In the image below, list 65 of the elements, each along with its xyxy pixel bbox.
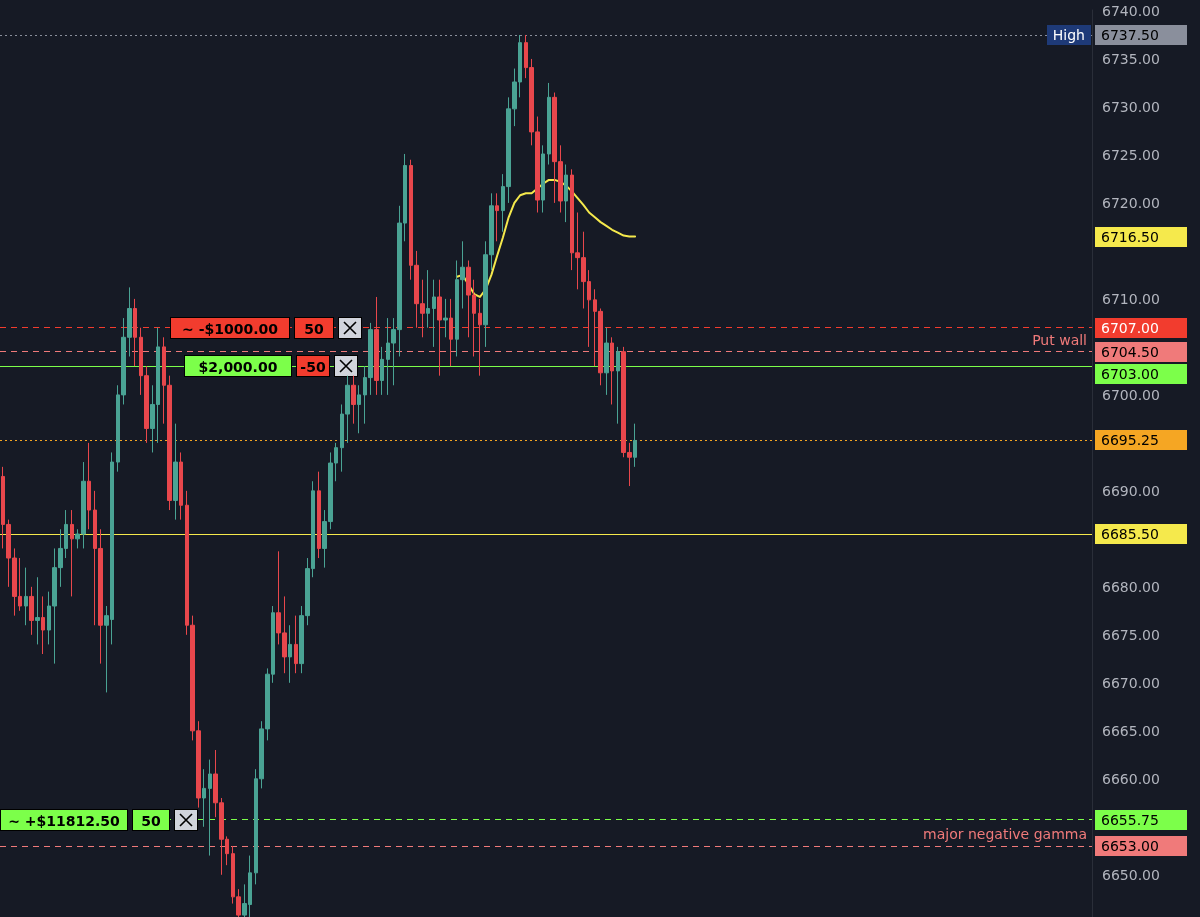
annotation: ~ -$1000.00: [170, 316, 290, 339]
y-tick-label: 6730.00: [1102, 98, 1160, 115]
ref-line-label: 6685.50: [1095, 524, 1187, 545]
ref-line-label: 6655.75: [1095, 809, 1187, 830]
candlestick: [449, 298, 453, 367]
annotation: Put wall: [1032, 330, 1087, 350]
candlestick: [317, 471, 321, 559]
candlestick: [179, 451, 183, 521]
annotation: ~ +$11812.50: [0, 808, 128, 831]
y-tick-label: 6680.00: [1102, 578, 1160, 595]
ref-line-label: 6737.50: [1095, 24, 1187, 45]
candlestick: [547, 82, 551, 166]
candlestick: [70, 509, 74, 597]
y-tick-label: 6725.00: [1102, 146, 1160, 163]
annotation: 50: [132, 808, 170, 831]
ref-line-label: 6695.25: [1095, 430, 1187, 451]
y-tick-label: 6710.00: [1102, 290, 1160, 307]
candlestick: [208, 759, 212, 857]
candlestick: [294, 615, 298, 674]
candlestick: [351, 375, 356, 425]
annotation: major negative gamma: [923, 824, 1087, 844]
candlestick: [87, 442, 91, 530]
candlestick: [443, 298, 448, 338]
candlestick: [133, 298, 137, 367]
line-series: [455, 178, 637, 298]
y-tick-label: 6675.00: [1102, 626, 1160, 643]
y-tick-label: 6740.00: [1102, 2, 1160, 19]
candlestick: [604, 327, 609, 396]
candlestick: [357, 384, 361, 434]
candlestick: [380, 346, 384, 396]
candlestick: [616, 346, 620, 425]
candlestick: [41, 595, 45, 655]
ref-line-label: 6707.00: [1095, 317, 1187, 338]
candlestick: [202, 768, 206, 828]
candlestick: [24, 567, 28, 626]
annotation: 50: [294, 316, 334, 339]
candlestick: [173, 423, 178, 521]
candlestick: [288, 624, 292, 684]
candlestick: [633, 423, 637, 468]
candlestick: [426, 269, 430, 329]
annotation: -50: [296, 355, 330, 378]
ref-line-label: 6653.00: [1095, 835, 1187, 856]
annotation: $2,000.00: [184, 355, 292, 378]
y-tick-label: 6700.00: [1102, 386, 1160, 403]
candlestick: [478, 298, 482, 377]
ref-line-label: 6703.00: [1095, 363, 1187, 384]
y-tick-label: 6660.00: [1102, 770, 1160, 787]
candlestick: [495, 192, 499, 242]
candlestick: [374, 296, 379, 396]
candlestick: [541, 144, 545, 214]
y-tick-label: 6650.00: [1102, 866, 1160, 883]
y-tick-label: 6690.00: [1102, 482, 1160, 499]
text: 6716.50: [1095, 226, 1187, 247]
y-tick-label: 6720.00: [1102, 194, 1160, 211]
y-tick-label: 6735.00: [1102, 50, 1160, 67]
candlestick: [432, 279, 436, 348]
y-tick-label: 6670.00: [1102, 674, 1160, 691]
candlestick: [35, 576, 40, 645]
candlestick: [29, 586, 34, 636]
candlestick: [437, 279, 442, 377]
ref-line-label: 6704.50: [1095, 341, 1187, 362]
candlestick: [610, 336, 614, 405]
candlestick: [564, 164, 568, 223]
y-tick-label: 6665.00: [1102, 722, 1160, 739]
annotation: High: [1046, 24, 1091, 45]
